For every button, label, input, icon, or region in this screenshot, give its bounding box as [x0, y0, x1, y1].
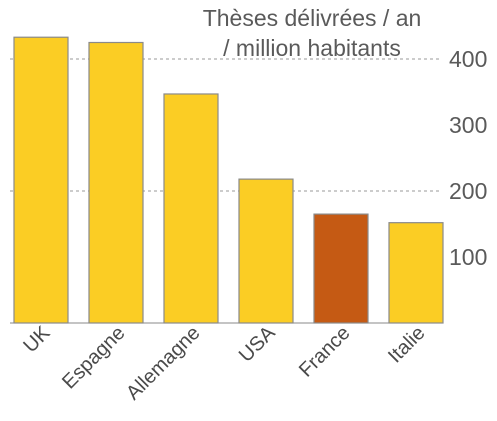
grid-lines [10, 58, 440, 192]
x-tick-label-france: France [295, 322, 355, 382]
x-tick-label-italie: Italie [384, 322, 429, 367]
bars [13, 36, 444, 324]
bar-uk [13, 36, 69, 324]
bar-italie [388, 222, 444, 324]
y-tick-label-200: 200 [449, 178, 487, 204]
x-tick-label-usa: USA [235, 322, 280, 367]
y-tick-label-300: 300 [449, 112, 487, 138]
y-tick-label-400: 400 [449, 46, 487, 72]
chart-title-line2: / million habitants [223, 35, 401, 61]
bar-usa [238, 178, 294, 324]
bar-espagne [88, 41, 144, 324]
bar-france [313, 213, 369, 324]
bar-allemagne [163, 93, 219, 324]
y-tick-labels: 100 200 300 400 [449, 46, 487, 270]
x-tick-label-uk: UK [19, 322, 55, 358]
x-tick-label-espagne: Espagne [58, 322, 129, 393]
x-tick-label-allemagne: Allemagne [122, 322, 204, 404]
y-tick-label-100: 100 [449, 244, 487, 270]
chart-title-line1: Thèses délivrées / an [203, 5, 422, 31]
